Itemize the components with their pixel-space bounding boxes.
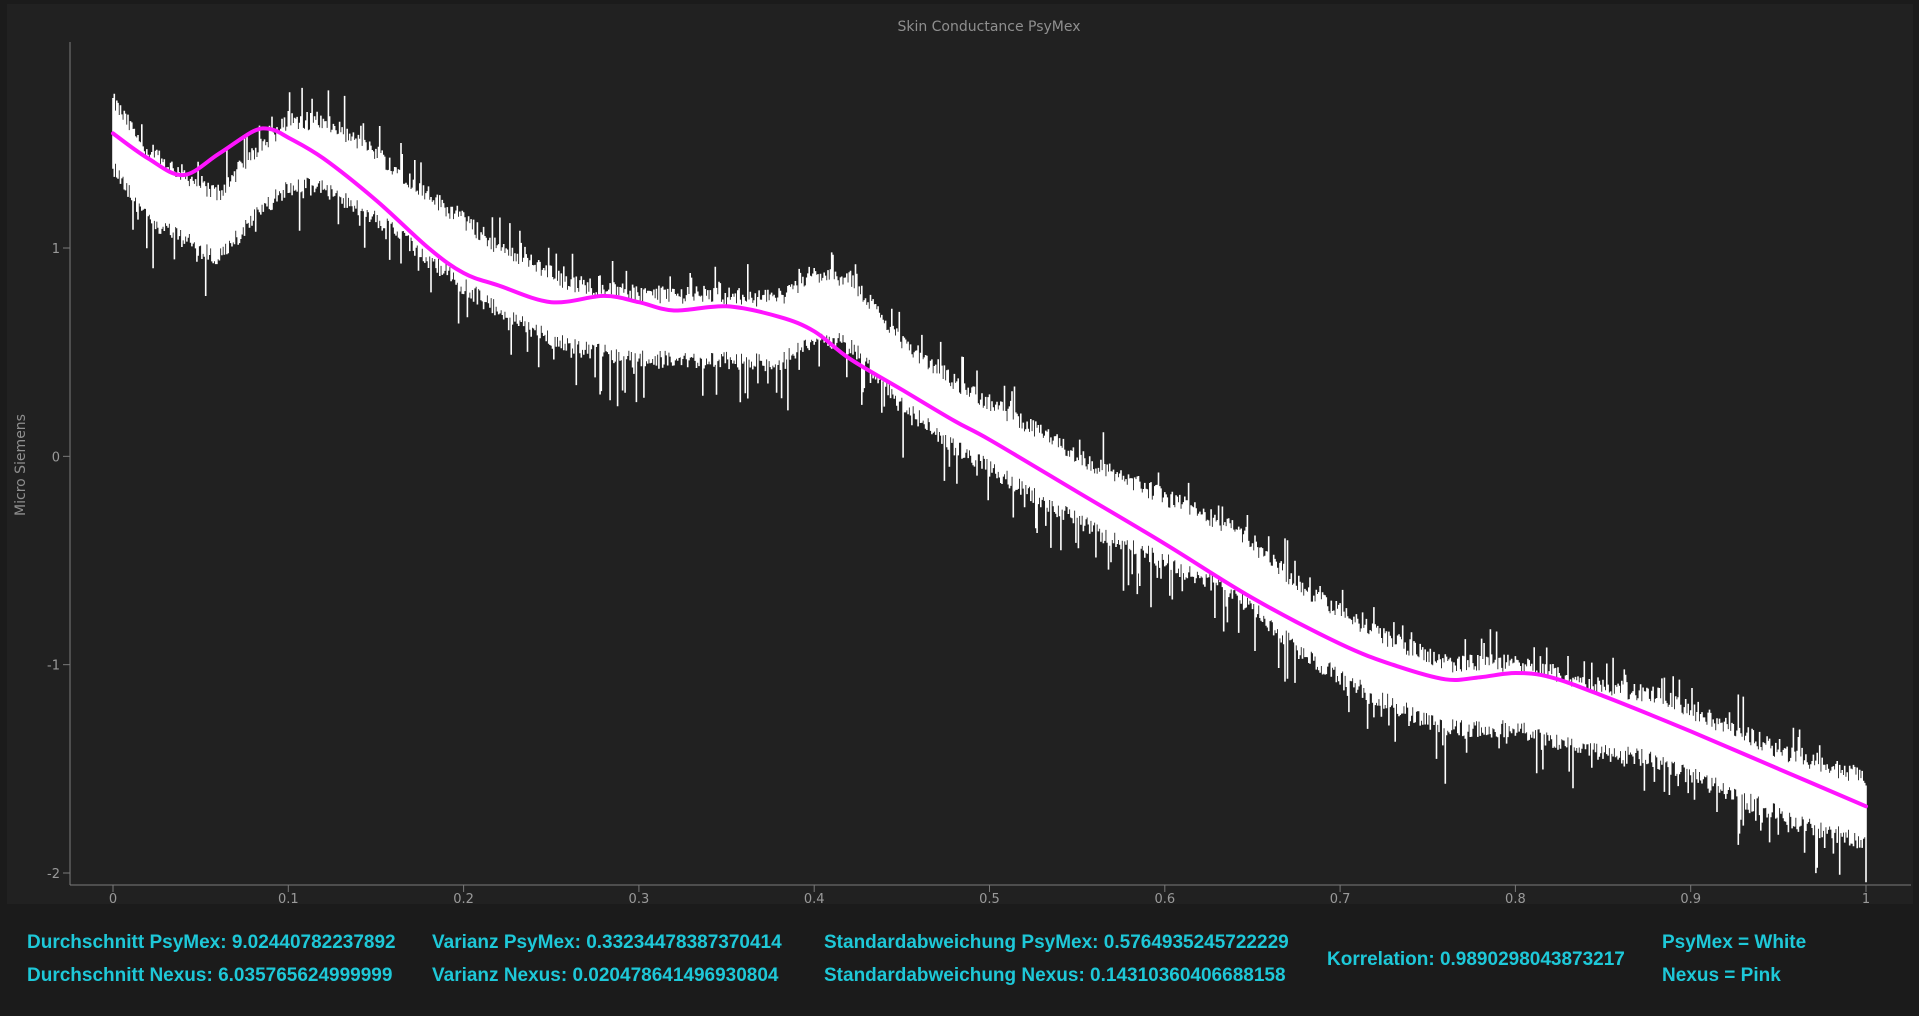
- std-nexus-stat: Standardabweichung Nexus: 0.143103604066…: [824, 965, 1286, 986]
- std-psymex-stat: Standardabweichung PsyMex: 0.57649352457…: [824, 932, 1289, 953]
- psymex-line: [112, 87, 1867, 883]
- x-tick-label: 1: [1862, 892, 1870, 907]
- psymex-series: [112, 87, 1867, 883]
- legend-psymex: PsyMex = White: [1662, 932, 1807, 953]
- x-tick-label: 0.9: [1680, 892, 1701, 907]
- tick-labels: 0 0.1 0.2 0.3 0.4 0.5 0.6 0.7 0.8 0.9 1 1 0 -1 -2: [47, 242, 1870, 907]
- chart-title: Skin Conductance PsyMex: [897, 19, 1080, 35]
- legend-nexus: Nexus = Pink: [1662, 965, 1781, 986]
- variance-nexus-stat: Varianz Nexus: 0.020478641496930804: [432, 965, 779, 986]
- x-tick-label: 0.3: [629, 892, 650, 907]
- y-tick-label: 0: [52, 450, 60, 465]
- x-tick-label: 0: [109, 892, 117, 907]
- stats-bar: Durchschnitt PsyMex: 9.02440782237892 Du…: [0, 912, 1919, 1016]
- y-tick-label: -1: [47, 659, 60, 674]
- variance-psymex-stat: Varianz PsyMex: 0.33234478387370414: [432, 932, 782, 953]
- x-tick-label: 0.8: [1505, 892, 1526, 907]
- series-layer: [111, 87, 1868, 883]
- y-axis-title: Micro Siemens: [13, 414, 29, 516]
- x-tick-label: 0.1: [278, 892, 299, 907]
- mean-nexus-stat: Durchschnitt Nexus: 6.035765624999999: [27, 965, 393, 986]
- axes: [63, 42, 1911, 892]
- x-tick-label: 0.6: [1154, 892, 1175, 907]
- x-tick-label: 0.2: [453, 892, 474, 907]
- y-tick-label: 1: [52, 242, 60, 257]
- nexus-series: [111, 126, 1868, 809]
- x-tick-label: 0.5: [979, 892, 1000, 907]
- x-tick-label: 0.4: [804, 892, 825, 907]
- correlation-stat: Korrelation: 0.9890298043873217: [1327, 949, 1625, 970]
- x-tick-label: 0.7: [1330, 892, 1351, 907]
- y-tick-label: -2: [47, 867, 60, 882]
- nexus-line: [111, 126, 1868, 809]
- mean-psymex-stat: Durchschnitt PsyMex: 9.02440782237892: [27, 932, 396, 953]
